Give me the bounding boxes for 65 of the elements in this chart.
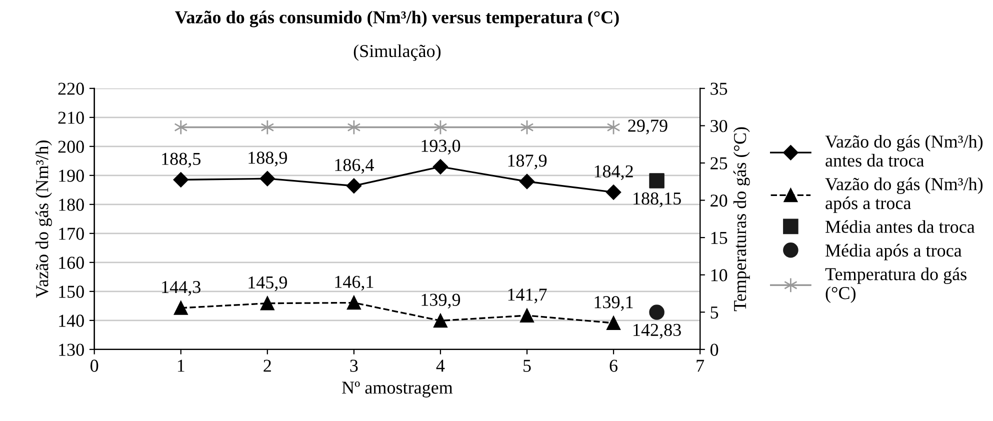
y2-tick-label: 15 bbox=[711, 232, 728, 244]
y-tick-label: 150 bbox=[59, 286, 84, 298]
y-tick-label: 170 bbox=[59, 228, 84, 240]
legend-label: Temperatura do gás (°C) bbox=[825, 268, 966, 303]
legend-label: Média antes da troca bbox=[826, 220, 975, 233]
y-tick-label: 220 bbox=[58, 82, 84, 95]
data-label: 139,1 bbox=[594, 296, 633, 311]
x-tick-label: 4 bbox=[436, 360, 445, 372]
data-label: 29,79 bbox=[628, 120, 668, 134]
data-label: 144,3 bbox=[162, 281, 200, 296]
x-tick-label: 1 bbox=[178, 360, 184, 372]
point bbox=[606, 184, 622, 200]
y2-tick-label: 5 bbox=[710, 306, 718, 319]
y-tick-label: 180 bbox=[59, 198, 84, 211]
y2-tick-label: 30 bbox=[710, 120, 728, 132]
point bbox=[346, 178, 362, 194]
x-tick-label: 2 bbox=[264, 360, 271, 372]
y2-tick-label: 0 bbox=[710, 344, 718, 356]
data-label: 145,9 bbox=[248, 276, 287, 292]
x-tick-label: 0 bbox=[90, 360, 98, 372]
data-label: 186,4 bbox=[335, 158, 374, 174]
point bbox=[174, 301, 188, 315]
y2-axis-title: Temperaturas do gás (°C) bbox=[733, 127, 750, 312]
data-label: 141,7 bbox=[508, 288, 547, 304]
point bbox=[432, 159, 448, 174]
x-tick-label: 7 bbox=[696, 360, 704, 372]
point bbox=[260, 296, 274, 310]
data-label: 142,83 bbox=[634, 324, 681, 339]
x-tick-label: 3 bbox=[350, 360, 358, 372]
y2-tick-label: 20 bbox=[710, 194, 728, 207]
chart-title: Vazão do gás consumido (Nm³/h) versus temperatura (°C) bbox=[175, 10, 619, 28]
y2-tick-label: 35 bbox=[710, 82, 728, 95]
data-label: 188,15 bbox=[634, 192, 681, 208]
y-tick-label: 130 bbox=[59, 344, 84, 356]
y-tick-label: 190 bbox=[59, 170, 84, 182]
point bbox=[649, 304, 664, 320]
chart-subtitle: (Simulação) bbox=[354, 44, 441, 61]
point bbox=[434, 314, 448, 328]
x-axis-title: Nº amostragem bbox=[342, 382, 453, 398]
point bbox=[519, 174, 535, 190]
legend-label: Vazão do gás (Nm³/h) antes da troca bbox=[825, 134, 983, 167]
point bbox=[606, 316, 620, 330]
y-tick-label: 140 bbox=[59, 314, 84, 327]
x-tick-label: 6 bbox=[610, 360, 618, 372]
y-tick-label: 210 bbox=[58, 112, 84, 124]
y2-tick-label: 25 bbox=[710, 157, 728, 170]
point bbox=[260, 171, 275, 186]
x-tick-label: 5 bbox=[524, 360, 531, 372]
y-tick-label: 200 bbox=[58, 140, 84, 153]
point bbox=[520, 308, 534, 322]
data-label: 187,9 bbox=[508, 154, 547, 170]
legend-label: Média após a troca bbox=[826, 244, 962, 260]
data-label: 193,0 bbox=[422, 140, 460, 155]
data-label: 139,9 bbox=[422, 294, 460, 309]
data-label: 188,9 bbox=[248, 152, 287, 166]
y-axis-title: Vazão do gás (Nm³/h) bbox=[36, 140, 52, 298]
data-label: 146,1 bbox=[335, 276, 374, 291]
point bbox=[346, 296, 361, 310]
point bbox=[173, 172, 188, 188]
legend-label: Vazão do gás (Nm³/h) após a troca bbox=[825, 178, 983, 213]
y-tick-label: 160 bbox=[59, 256, 84, 269]
y2-tick-label: 10 bbox=[711, 269, 728, 282]
data-label: 188,5 bbox=[162, 152, 200, 168]
point bbox=[649, 173, 664, 188]
data-label: 184,2 bbox=[594, 165, 633, 180]
